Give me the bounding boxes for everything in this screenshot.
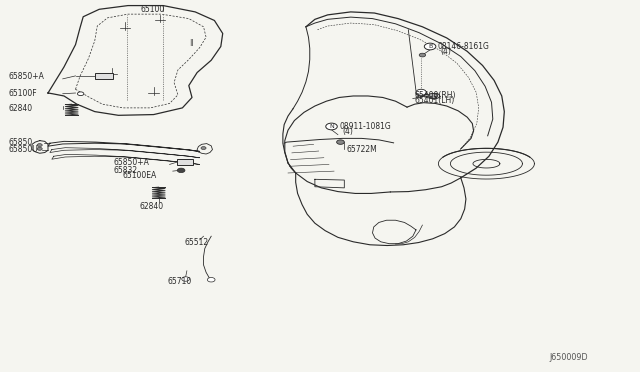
Text: 65850+A: 65850+A — [8, 72, 44, 81]
Text: 65512: 65512 — [184, 238, 209, 247]
Text: 65832: 65832 — [114, 166, 138, 175]
Text: 65850U: 65850U — [8, 145, 38, 154]
Text: 65710: 65710 — [168, 278, 192, 286]
Circle shape — [201, 147, 206, 150]
Text: 08146-8161G: 08146-8161G — [438, 42, 490, 51]
Text: 65850: 65850 — [8, 138, 33, 147]
Text: 62840: 62840 — [8, 104, 33, 113]
Text: 65100: 65100 — [141, 5, 165, 14]
Circle shape — [177, 168, 185, 173]
Circle shape — [207, 278, 215, 282]
Circle shape — [416, 89, 426, 95]
Text: 65401(LH): 65401(LH) — [415, 96, 455, 105]
Text: 62840: 62840 — [140, 202, 164, 211]
Circle shape — [337, 140, 344, 144]
Circle shape — [326, 123, 337, 130]
Circle shape — [77, 92, 84, 96]
Text: ||: || — [189, 39, 195, 46]
Circle shape — [37, 147, 42, 150]
Text: 65100F: 65100F — [8, 89, 37, 97]
FancyBboxPatch shape — [95, 73, 113, 79]
Circle shape — [182, 277, 189, 281]
Circle shape — [431, 93, 440, 99]
Circle shape — [37, 144, 42, 147]
Text: 65100EA: 65100EA — [123, 171, 157, 180]
Text: 08911-1081G: 08911-1081G — [339, 122, 391, 131]
Text: (4): (4) — [440, 47, 451, 56]
Text: (4): (4) — [342, 127, 353, 136]
Circle shape — [424, 43, 436, 50]
FancyBboxPatch shape — [177, 159, 193, 165]
Text: 65850+A: 65850+A — [114, 158, 150, 167]
Circle shape — [419, 53, 426, 57]
Text: 65400(RH): 65400(RH) — [415, 92, 456, 100]
Text: B: B — [428, 44, 432, 49]
Text: 65722M: 65722M — [347, 145, 378, 154]
Circle shape — [416, 90, 426, 96]
Circle shape — [428, 93, 437, 99]
Text: J650009D: J650009D — [549, 353, 588, 362]
Text: N: N — [329, 124, 334, 129]
